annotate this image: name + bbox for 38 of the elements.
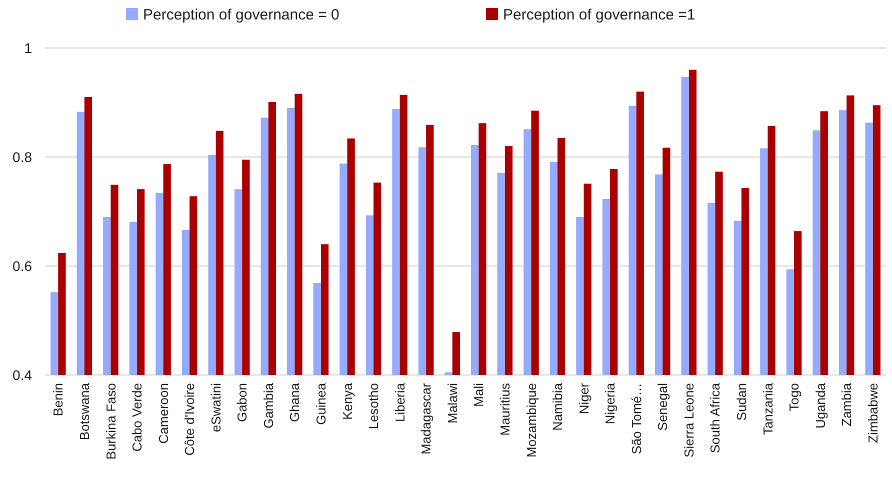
x-tick-label: Liberia: [392, 382, 408, 422]
x-tick-label: Lesotho: [366, 383, 382, 430]
y-tick-label: 0.4: [12, 366, 32, 383]
x-tick-label: Tanzania: [760, 382, 776, 436]
y-tick-label: 1: [24, 40, 32, 56]
x-tick-label: Niger: [576, 382, 592, 414]
x-tick-label: Nigeria: [602, 382, 618, 424]
x-tick-label: Mauritius: [497, 382, 512, 436]
x-tick-label: Mozambique: [524, 383, 539, 458]
x-tick-label: Sierra Leone: [681, 383, 696, 458]
y-tick-label: 0.8: [12, 148, 32, 165]
x-tick-label: Ghana: [287, 382, 302, 422]
legend-label: Perception of governance =1: [503, 6, 696, 24]
x-tick-label: Namibia: [550, 382, 566, 431]
x-tick-label: Cabo Verde: [130, 383, 145, 452]
x-tick-label: Gabon: [234, 383, 250, 422]
x-tick-label: Zambia: [839, 382, 854, 426]
legend-label: Perception of governance = 0: [143, 6, 340, 24]
x-tick-label: eSwatini: [208, 382, 224, 432]
x-tick-label: Gambia: [260, 382, 276, 429]
x-tick-label: South Africa: [708, 382, 723, 454]
x-tick-label: Uganda: [812, 382, 828, 429]
x-tick-label: Madagascar: [418, 382, 434, 455]
x-tick-label: Mali: [471, 382, 486, 407]
x-tick-label: Zimbabwe: [865, 383, 880, 443]
x-tick-label: Kenya: [340, 382, 355, 420]
x-tick-label: Burkina Faso: [103, 383, 118, 460]
x-tick-label: Sudan: [734, 383, 750, 421]
x-tick-label: Cameroon: [156, 383, 171, 444]
x-tick-label: Malawi: [444, 382, 460, 424]
x-tick-label: Togo: [786, 383, 802, 412]
x-tick-label: São Tomé…: [628, 383, 644, 454]
y-tick-label: 0.6: [12, 258, 32, 274]
x-tick-label: Guinea: [314, 382, 329, 425]
x-tick-label: Botswana: [76, 382, 92, 440]
x-tick-label: Benin: [50, 383, 66, 416]
x-tick-label: Côte d'Ivoire: [182, 383, 198, 456]
x-tick-label: Senegal: [655, 382, 670, 431]
